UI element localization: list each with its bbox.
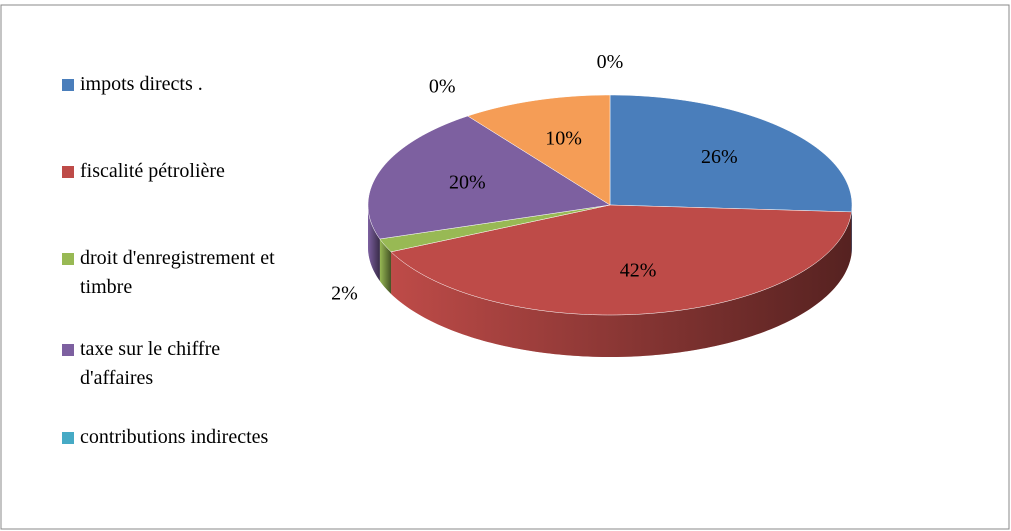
slice — [467, 94, 611, 206]
legend-item: taxe sur le chiffre d'affaires — [62, 335, 277, 393]
slice-side — [391, 211, 852, 357]
slice-side — [368, 205, 380, 281]
legend-item: impots directs . — [62, 70, 277, 99]
slice-side — [379, 238, 392, 294]
legend-label: contributions indirectes — [80, 426, 269, 448]
data-label: 20% — [449, 172, 486, 194]
slice — [609, 94, 853, 213]
slice — [379, 204, 611, 253]
data-label: 0% — [597, 51, 624, 73]
legend-label: droit d'enregistrement et timbre — [80, 247, 275, 298]
data-label: 0% — [429, 76, 456, 98]
legend-swatch — [62, 253, 74, 265]
legend-label: impots directs . — [80, 73, 203, 95]
legend-swatch — [62, 166, 74, 178]
slice — [390, 204, 852, 316]
slice-side — [368, 205, 380, 281]
data-label: 10% — [545, 128, 582, 150]
data-label: 26% — [701, 146, 738, 168]
legend-label: fiscalité pétrolière — [80, 160, 225, 182]
legend-swatch — [62, 79, 74, 91]
slice — [367, 115, 611, 240]
data-label: 2% — [331, 282, 358, 304]
legend-swatch — [62, 344, 74, 356]
legend-item: fiscalité pétrolière — [62, 157, 277, 186]
legend-item: droit d'enregistrement et timbre — [62, 244, 277, 302]
slice-side — [391, 211, 852, 357]
slice-side — [379, 238, 392, 294]
legend-label: taxe sur le chiffre d'affaires — [80, 338, 221, 389]
legend-item: contributions indirectes — [62, 423, 277, 452]
data-label: 42% — [620, 260, 657, 282]
legend-swatch — [62, 432, 74, 444]
